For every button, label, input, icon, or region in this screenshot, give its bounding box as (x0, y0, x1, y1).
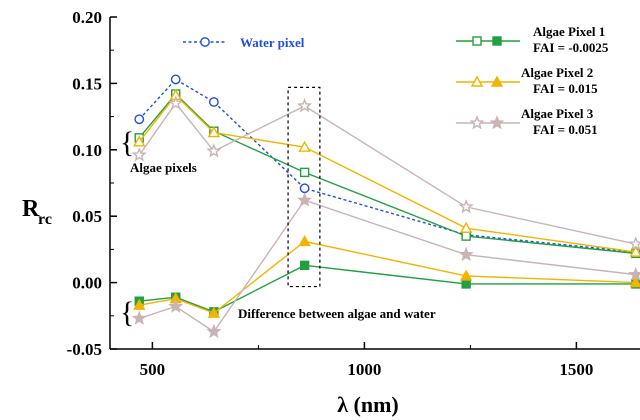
x-tick-label: 1000 (347, 360, 381, 379)
chart-axes: -0.05 0.00 0.05 0.10 0.15 0.20 500 1000 1500 (67, 8, 640, 379)
series-line (138, 94, 636, 253)
data-point (299, 167, 310, 178)
data-point (461, 231, 471, 241)
data-point (459, 269, 473, 281)
data-point (133, 135, 146, 147)
data-point (206, 143, 222, 158)
data-point (298, 140, 311, 152)
y-tick-label: 0.00 (72, 274, 102, 293)
y-axis-title: R rc (22, 196, 52, 228)
series-5 (133, 234, 640, 318)
series-3 (131, 95, 640, 251)
series-line (138, 102, 636, 245)
data-point (168, 95, 184, 110)
legend-marker-filled (490, 75, 504, 87)
legend-marker-open (470, 75, 484, 87)
data-point (299, 183, 310, 194)
data-point (131, 310, 147, 325)
legend-label: Algae Pixel 1 (533, 24, 605, 39)
series-line (139, 240, 636, 314)
legend-marker-filled (492, 36, 502, 46)
data-point (458, 198, 474, 214)
chart-annotations: { Algae pixels { Difference between alga… (120, 126, 436, 329)
data-point (628, 266, 640, 282)
data-point (208, 97, 219, 107)
legend-marker-open (469, 115, 485, 130)
difference-label: Difference between algae and water (238, 306, 436, 321)
y-axis-title-main: R (22, 196, 40, 222)
difference-brace: { (120, 296, 134, 329)
x-tick-label: 500 (140, 360, 166, 379)
data-point (134, 114, 145, 125)
data-point (629, 276, 640, 288)
data-point (207, 126, 221, 138)
data-point (458, 246, 474, 262)
data-point (629, 245, 640, 257)
legend-fai: FAI = 0.051 (533, 122, 598, 137)
y-tick-label: -0.05 (67, 340, 102, 359)
data-point (168, 298, 184, 313)
legend-marker (200, 37, 210, 47)
series-6 (131, 192, 640, 339)
series-2 (133, 88, 640, 257)
data-point (628, 236, 640, 251)
chart-series (131, 74, 640, 339)
x-tick-label: 1500 (559, 360, 593, 379)
legend-entry-water: Water pixel (183, 35, 305, 50)
data-point (298, 234, 311, 247)
algae-pixels-brace: { (120, 126, 134, 159)
data-point (461, 279, 471, 289)
legend-marker-filled (489, 115, 505, 130)
legend-fai: FAI = -0.0025 (533, 40, 609, 55)
data-point (133, 298, 146, 310)
data-point (131, 147, 147, 162)
data-point (206, 323, 222, 339)
series-line (139, 199, 636, 333)
legend-label: Water pixel (240, 35, 305, 50)
legend-fai: FAI = 0.015 (533, 81, 598, 96)
y-axis-title-sub: rc (38, 211, 52, 228)
series-line (138, 78, 636, 253)
data-point (170, 74, 181, 85)
data-point (207, 306, 221, 318)
y-tick-label: 0.20 (72, 8, 102, 27)
x-axis-title: λ (nm) (337, 392, 399, 417)
highlight-box (287, 86, 321, 288)
legend-label: Algae Pixel 3 (521, 106, 594, 121)
series-line (139, 264, 636, 313)
algae-pixels-label: Algae pixels (130, 160, 197, 175)
data-point (459, 221, 473, 233)
y-tick-label: 0.15 (72, 74, 102, 93)
data-point (299, 260, 310, 271)
legend-label: Algae Pixel 2 (521, 65, 593, 80)
legend-marker-open (472, 36, 482, 46)
data-point (297, 98, 313, 113)
y-tick-label: 0.05 (72, 207, 102, 226)
data-point (297, 192, 313, 207)
y-tick-label: 0.10 (72, 141, 102, 160)
